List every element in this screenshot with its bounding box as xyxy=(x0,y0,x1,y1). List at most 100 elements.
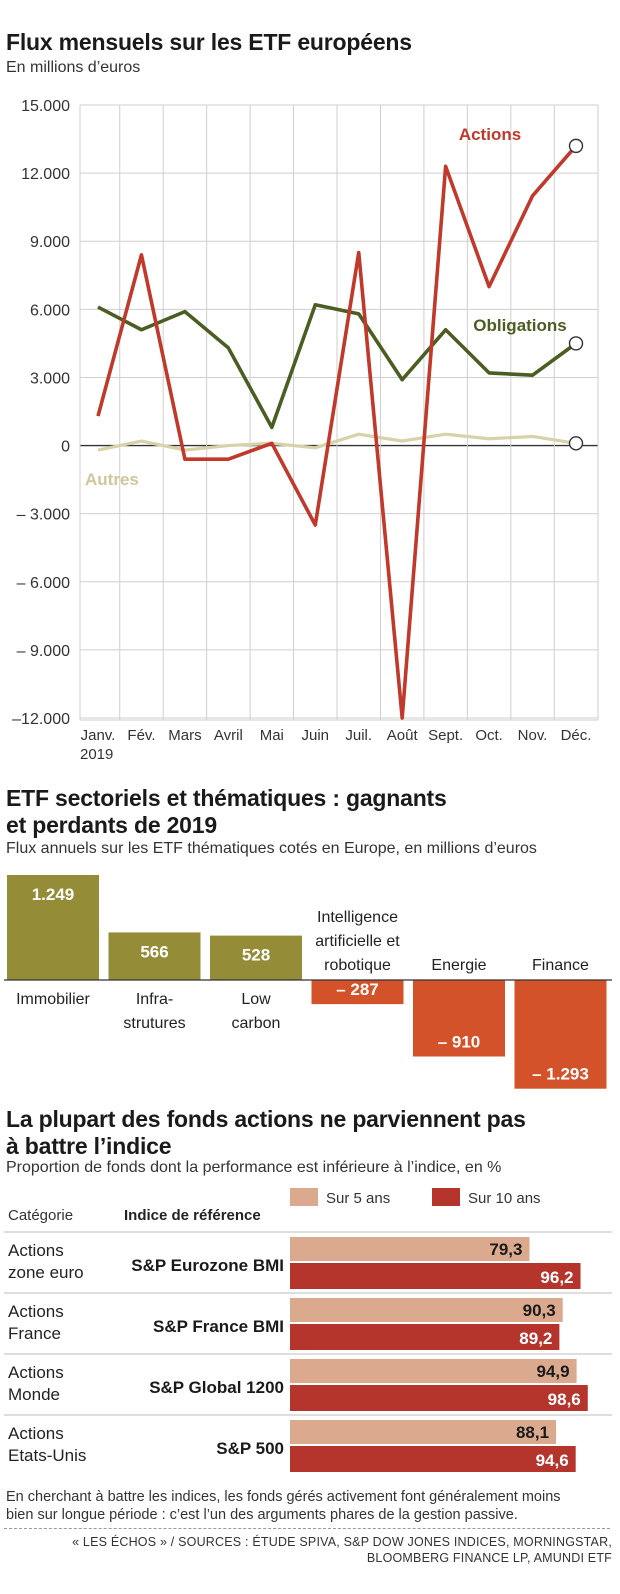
y-tick-label: – 9.000 xyxy=(17,643,70,660)
sector-value-label: 528 xyxy=(242,946,270,965)
row-index-label: S&P 500 xyxy=(216,1439,284,1458)
x-tick-label: Nov. xyxy=(518,727,548,744)
bar-10-years xyxy=(290,1324,560,1350)
sector-chart-title-line-2: et perdants de 2019 xyxy=(6,812,217,838)
x-tick-label: Juil. xyxy=(345,727,372,744)
bar-5-years xyxy=(290,1298,563,1322)
sector-category-label: Finance xyxy=(532,957,589,974)
sector-category-label: carbon xyxy=(232,1015,281,1032)
row-category-label: Etats-Unis xyxy=(8,1446,86,1465)
sector-value-label: – 910 xyxy=(438,1033,481,1052)
row-index-label: S&P Global 1200 xyxy=(149,1378,284,1397)
bar-5-years-label: 88,1 xyxy=(516,1423,549,1442)
funds-chart-title-line-2: à battre l’indice xyxy=(6,1133,172,1159)
sector-chart-subtitle: Flux annuels sur les ETF thématiques cot… xyxy=(6,840,537,857)
row-category-label: Monde xyxy=(8,1385,60,1404)
header-category: Catégorie xyxy=(8,1207,73,1224)
funds-chart-subtitle: Proportion de fonds dont la performance … xyxy=(6,1159,502,1176)
sector-category-label: artificielle et xyxy=(315,933,400,950)
line-chart: 15.000 12.000 9.000 6.000 3.000 0 – 3.000 – 6.0… xyxy=(12,98,599,763)
footer-divider xyxy=(4,1528,610,1529)
y-tick-label: – 3.000 xyxy=(17,507,70,524)
header-index: Indice de référence xyxy=(124,1207,261,1224)
line-chart-subtitle: En millions d’euros xyxy=(6,59,141,76)
row-category-label: Actions xyxy=(8,1241,64,1260)
row-index-label: S&P France BMI xyxy=(153,1317,284,1336)
series-line-obligations xyxy=(97,302,578,430)
y-tick-label: 12.000 xyxy=(21,166,70,183)
bar-10-years-label: 96,2 xyxy=(540,1268,573,1287)
sector-category-label: robotique xyxy=(324,957,391,974)
row-category-label: zone euro xyxy=(8,1263,84,1282)
bar-5-years xyxy=(290,1359,577,1383)
y-tick-label: 3.000 xyxy=(30,370,70,387)
x-tick-label: Fév. xyxy=(127,727,155,744)
series-end-marker xyxy=(568,436,584,451)
y-tick-label: 9.000 xyxy=(30,234,70,251)
x-tick-label: Août xyxy=(387,727,419,744)
x-year-label: 2019 xyxy=(80,746,113,763)
funds-chart-title: La plupart des fonds actions ne parvienn… xyxy=(6,1106,526,1160)
x-tick-label: Mars xyxy=(168,727,201,744)
sector-category-label: Infra- xyxy=(136,991,173,1008)
x-tick-label: Avril xyxy=(214,727,243,744)
source-credit: « LES ÉCHOS » / SOURCES : ÉTUDE SPIVA, S… xyxy=(72,1534,612,1566)
legend-label: Sur 5 ans xyxy=(326,1190,390,1207)
y-tick-label: 0 xyxy=(61,439,70,456)
sector-category-label: Low xyxy=(241,991,271,1008)
x-tick-label: Sept. xyxy=(428,727,463,744)
y-tick-label: 6.000 xyxy=(30,302,70,319)
series-label-obligations: Obligations xyxy=(473,316,567,335)
sector-chart: 1.249 Immobilier 566 Infra-strutures 528 Low c… xyxy=(4,875,612,1089)
sector-category-label: Energie xyxy=(431,957,486,974)
sector-chart-title: ETF sectoriels et thématiques : gagnants… xyxy=(6,785,447,839)
series-line-autres xyxy=(97,432,577,452)
legend-swatch xyxy=(432,1188,460,1206)
bar-10-years xyxy=(290,1385,588,1411)
bar-10-years-label: 89,2 xyxy=(519,1329,552,1348)
sector-bar xyxy=(7,875,99,980)
sector-bar xyxy=(311,980,404,1005)
source-line-1: « LES ÉCHOS » / SOURCES : ÉTUDE SPIVA, S… xyxy=(72,1535,612,1549)
bar-10-years xyxy=(290,1446,576,1472)
legend-swatch xyxy=(290,1188,318,1206)
bar-10-years-label: 94,6 xyxy=(536,1451,569,1470)
funds-chart: Catégorie Indice de référence Sur 5 ans Sur… xyxy=(4,1188,612,1472)
footer-note: En cherchant à battre les indices, les f… xyxy=(6,1488,561,1524)
line-chart-title: Flux mensuels sur les ETF européens xyxy=(6,29,412,55)
series-label-autres: Autres xyxy=(85,470,139,489)
bar-10-years-label: 98,6 xyxy=(548,1390,581,1409)
bar-5-years-label: 79,3 xyxy=(489,1240,522,1259)
x-tick-label: Mai xyxy=(260,727,284,744)
series-end-marker xyxy=(568,138,584,154)
bar-5-years-label: 90,3 xyxy=(523,1301,556,1320)
series-line-actions xyxy=(96,144,578,720)
footer-note-line-1: En cherchant à battre les indices, les f… xyxy=(6,1489,561,1505)
sector-category-label: Immobilier xyxy=(16,991,90,1008)
sector-bar xyxy=(514,980,607,1089)
bar-10-years xyxy=(290,1263,581,1289)
sector-category-label: Intelligence xyxy=(317,909,398,926)
footer-note-line-2: bien sur longue période : c’est l’un des… xyxy=(6,1507,518,1523)
x-tick-label: Juin xyxy=(302,727,330,744)
row-category-label: France xyxy=(8,1324,61,1343)
x-tick-label: Oct. xyxy=(475,727,503,744)
sector-bar xyxy=(108,932,201,980)
y-tick-label: –12.000 xyxy=(12,711,70,728)
sector-value-label: 566 xyxy=(140,942,168,961)
x-tick-label: Déc. xyxy=(561,727,592,744)
sector-category-label: strutures xyxy=(123,1015,185,1032)
bar-5-years xyxy=(290,1237,530,1261)
sector-bar xyxy=(413,980,505,1057)
sector-bar xyxy=(210,935,302,980)
y-tick-label: – 6.000 xyxy=(17,575,70,592)
x-tick-label: Janv. xyxy=(81,727,116,744)
y-tick-label: 15.000 xyxy=(21,98,70,115)
series-end-marker xyxy=(568,336,584,351)
series-label-actions: Actions xyxy=(459,125,521,144)
sector-value-label: – 287 xyxy=(336,980,379,999)
funds-chart-title-line-1: La plupart des fonds actions ne parvienn… xyxy=(6,1106,526,1132)
legend-label: Sur 10 ans xyxy=(468,1190,541,1207)
sector-chart-title-line-1: ETF sectoriels et thématiques : gagnants xyxy=(6,785,447,811)
row-category-label: Actions xyxy=(8,1363,64,1382)
